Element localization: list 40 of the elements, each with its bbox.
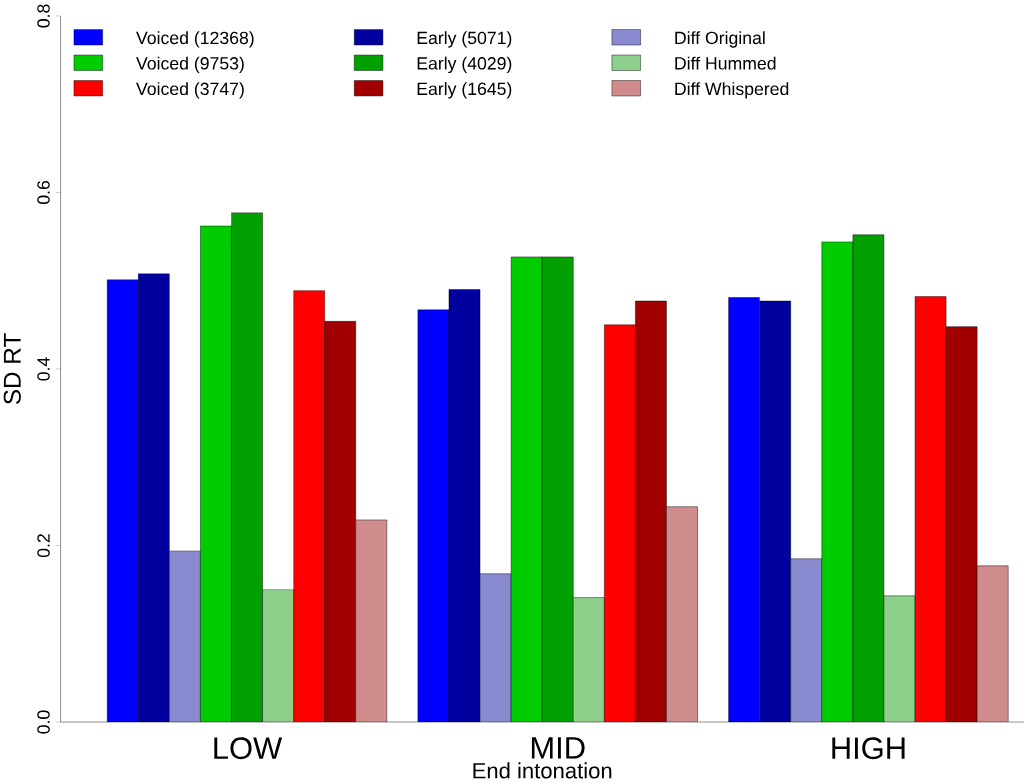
bar bbox=[604, 324, 636, 722]
legend-label: Voiced (12368) bbox=[136, 31, 254, 48]
bar bbox=[883, 595, 916, 722]
y-tick-label: 0.2 bbox=[37, 534, 50, 558]
bar bbox=[542, 256, 574, 722]
bar bbox=[511, 256, 543, 722]
legend-label: Voiced (3747) bbox=[136, 82, 244, 99]
x-tick-label: HIGH bbox=[832, 737, 905, 760]
legend-label: Diff Original bbox=[675, 31, 765, 48]
legend-label: Early (1645) bbox=[417, 82, 512, 99]
bar bbox=[107, 279, 139, 722]
bar bbox=[914, 296, 947, 722]
legend-label: Diff Whispered bbox=[675, 82, 789, 99]
bar bbox=[200, 225, 232, 722]
y-tick-label: 0.0 bbox=[37, 710, 50, 734]
y-tick-label: 0.8 bbox=[37, 4, 50, 28]
bar bbox=[759, 300, 791, 722]
bar bbox=[635, 300, 667, 722]
bar bbox=[417, 309, 449, 722]
bar bbox=[573, 597, 605, 722]
legend-label: Voiced (9753) bbox=[136, 56, 244, 73]
x-tick-label: MID bbox=[531, 737, 585, 759]
bar bbox=[852, 234, 885, 722]
x-axis-title: End intonation bbox=[473, 762, 612, 779]
x-tick-label: LOW bbox=[214, 737, 283, 760]
bar bbox=[821, 241, 854, 722]
legend-label: Early (4029) bbox=[417, 56, 512, 74]
bar bbox=[448, 289, 481, 722]
legend-label: Diff Hummed bbox=[675, 56, 776, 70]
bar bbox=[138, 273, 170, 722]
bar bbox=[728, 297, 760, 722]
y-axis-title: SD RT bbox=[3, 333, 21, 404]
bar bbox=[231, 212, 263, 722]
bar bbox=[293, 290, 325, 722]
bar bbox=[945, 326, 978, 722]
bar bbox=[324, 321, 356, 722]
y-tick-label: 0.4 bbox=[37, 357, 50, 381]
y-tick-label: 0.6 bbox=[37, 180, 50, 204]
legend-label: Early (5071) bbox=[417, 31, 512, 48]
bar bbox=[262, 589, 294, 722]
